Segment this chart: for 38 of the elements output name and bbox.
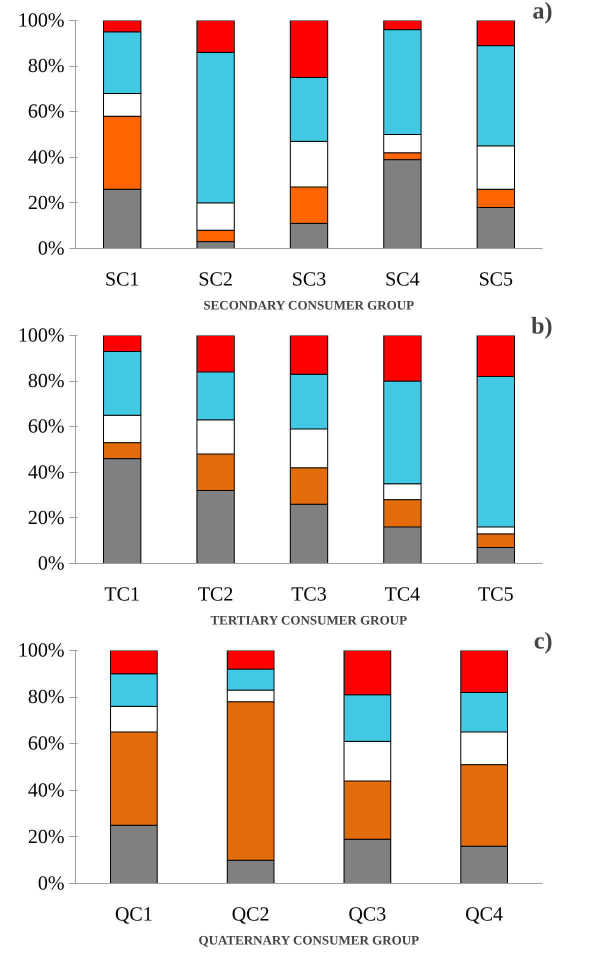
x-tick-label: TC4 [384,584,420,606]
x-tick-label: QC1 [114,904,153,926]
x-axis-title: SECONDARY CONSUMER GROUP [203,298,414,312]
y-tick-label: 20% [28,506,65,529]
x-tick-label: SC2 [198,268,233,290]
y-tick-label: 100% [18,640,65,662]
x-tick-label: QC2 [232,904,270,926]
y-tick-label: 100% [18,10,65,32]
y-tick-label: 0% [38,238,65,260]
y-tick-label: 100% [18,324,65,346]
y-tick-label: 20% [28,192,65,214]
y-tick-label: 0% [38,552,65,574]
y-tick-label: 40% [28,779,65,802]
y-tick-label: 40% [28,146,65,168]
x-tick-label: SC4 [385,268,420,290]
y-tick-label: 40% [28,461,65,484]
x-tick-label: QC3 [348,904,386,926]
annotation: c) [534,628,553,654]
y-tick-label: 80% [28,370,65,392]
x-tick-label: QC4 [465,904,504,926]
x-tick-label: SC3 [292,268,326,290]
y-tick-label: 0% [38,872,65,894]
x-tick-label: SC5 [478,268,514,290]
annotation: a) [532,0,553,24]
x-tick-label: TC2 [198,584,234,606]
y-tick-label: 60% [28,732,65,755]
y-tick-label: 80% [28,686,65,708]
x-tick-label: TC3 [291,584,327,606]
y-tick-label: 20% [28,826,65,848]
annotation: b) [531,314,553,340]
x-tick-label: TC1 [104,584,140,606]
y-tick-label: 60% [28,100,65,123]
x-tick-label: SC1 [104,268,140,290]
x-axis-title: QUATERNARY CONSUMER GROUP [198,932,420,948]
y-tick-label: 80% [28,55,65,78]
x-tick-label: TC5 [478,584,514,606]
y-tick-label: 60% [28,416,65,438]
x-axis-title: TERTIARY CONSUMER GROUP [210,612,408,628]
